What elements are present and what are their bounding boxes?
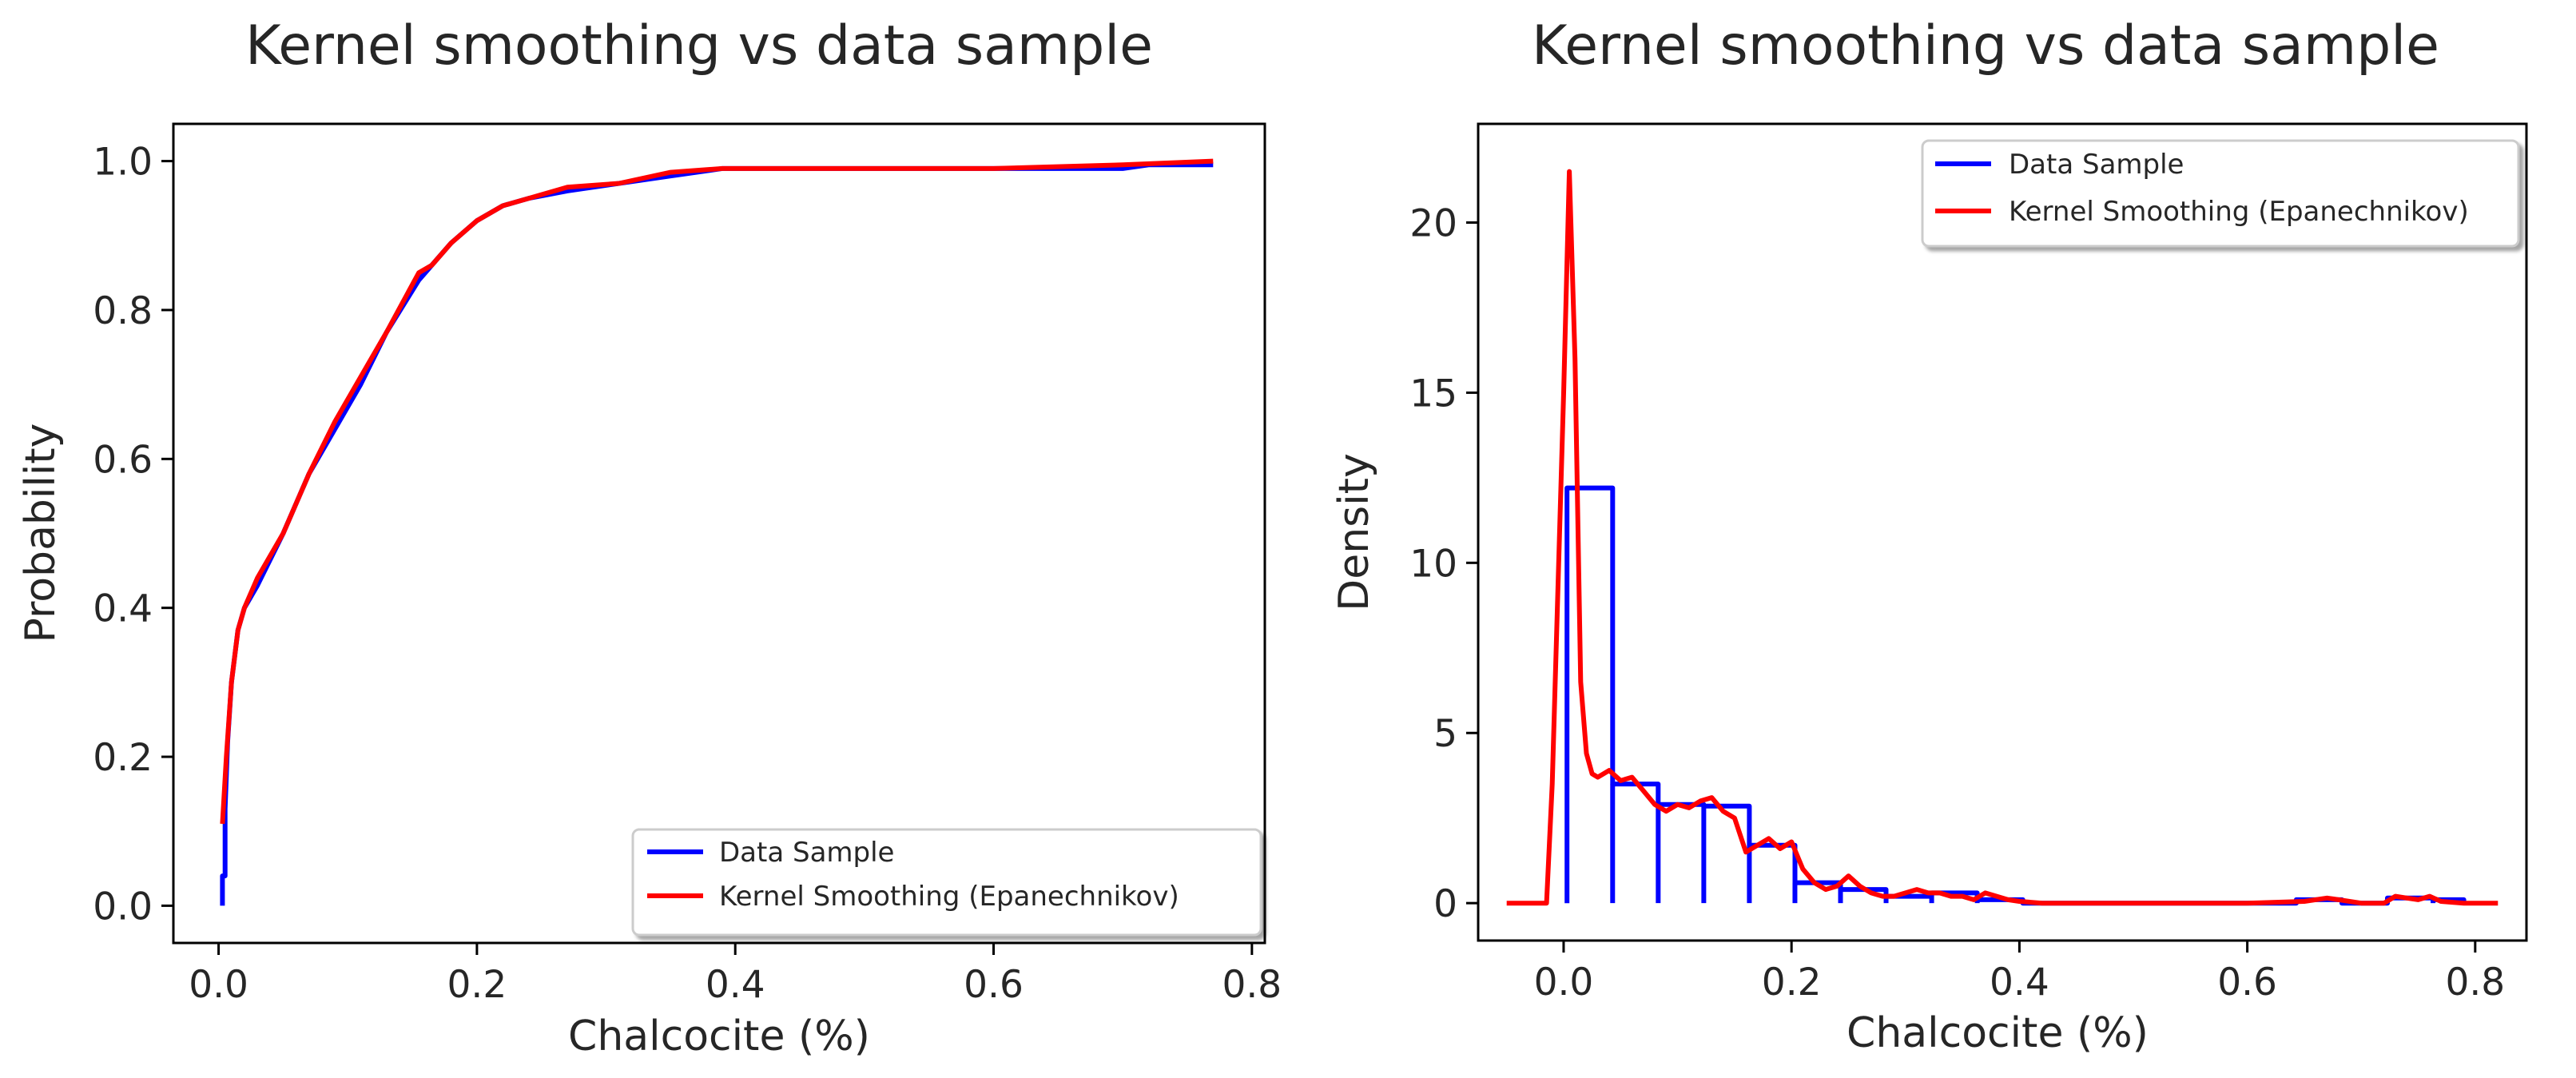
y-tick-label: 0 [1433,882,1457,926]
x-tick-label: 0.6 [2217,961,2277,1004]
right-legend-box [1921,139,2520,248]
right-plot-area [1506,169,2498,906]
right-ticks: 0.0 0.2 0.4 0.6 0.8 0 5 10 15 20 [1409,201,2505,1004]
x-tick-label: 0.0 [189,963,248,1007]
right-legend-label-kernel: Kernel Smoothing (Epanechnikov) [2009,196,2469,228]
right-x-axis-label: Chalcocite (%) [1847,1009,2149,1057]
plot-0-series-group [220,158,1214,906]
left-legend-label-kernel: Kernel Smoothing (Epanechnikov) [719,881,1179,913]
series-line-kernel-smoothing-epanechnikov [1506,169,2498,906]
right-y-axis-label: Density [1330,453,1378,611]
x-tick-label: 0.4 [1990,961,2049,1004]
y-tick-label: 20 [1409,201,1457,245]
y-tick-label: 0.8 [93,289,153,333]
y-tick-label: 0.2 [93,736,153,780]
left-legend-label-data-sample: Data Sample [719,837,894,869]
left-chart: Kernel smoothing vs data sample 0.0 0.2 0.… [17,14,1282,1060]
left-x-axis-label: Chalcocite (%) [568,1012,870,1060]
left-legend-box [631,828,1262,937]
series-line-kernel-smoothing-epanechnikov [220,158,1214,825]
right-legend-label-data-sample: Data Sample [2009,149,2184,181]
left-chart-title: Kernel smoothing vs data sample [245,14,1153,78]
y-tick-label: 1.0 [93,141,153,185]
left-axes-frame [172,122,1266,945]
x-tick-label: 0.4 [706,963,765,1007]
x-tick-label: 0.8 [1222,963,1282,1007]
y-tick-label: 0.4 [93,587,153,631]
x-tick-label: 0.2 [447,963,507,1007]
y-tick-label: 10 [1409,542,1457,586]
x-tick-label: 0.6 [964,963,1024,1007]
y-tick-label: 0.6 [93,438,153,482]
x-tick-label: 0.8 [2445,961,2505,1004]
right-legend: Data Sample Kernel Smoothing (Epanechnik… [1921,139,2520,248]
x-tick-label: 0.2 [1762,961,1822,1004]
left-plot-area [220,158,1214,906]
plot-1-series-group [1506,169,2498,906]
right-axes-frame [1477,122,2528,942]
right-chart: Kernel smoothing vs data sample 0.0 0.2 0.… [1330,14,2528,1057]
left-legend: Data Sample Kernel Smoothing (Epanechnik… [631,828,1262,937]
y-tick-label: 0.0 [93,885,153,929]
y-tick-label: 5 [1433,712,1457,756]
left-y-axis-label: Probability [17,424,65,643]
y-tick-label: 15 [1409,372,1457,416]
right-chart-title: Kernel smoothing vs data sample [1532,14,2439,78]
x-tick-label: 0.0 [1534,961,1594,1004]
left-ticks: 0.0 0.2 0.4 0.6 0.8 0.0 0.2 0.4 0.6 0.8 1.0 [93,141,1282,1007]
